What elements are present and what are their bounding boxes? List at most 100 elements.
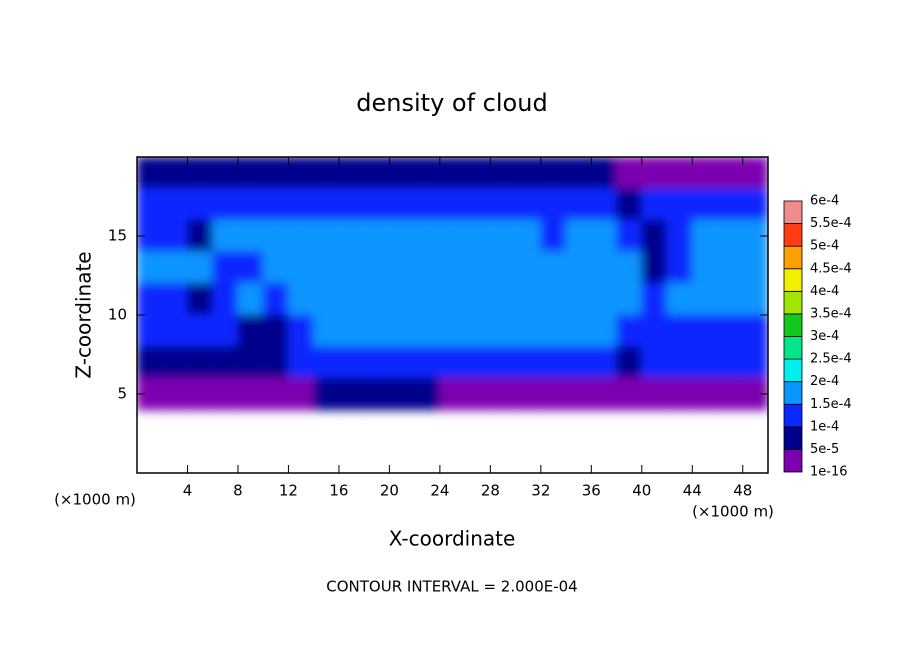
field-cell xyxy=(262,219,289,253)
field-cell xyxy=(439,377,466,411)
field-cell xyxy=(540,377,567,411)
field-cell xyxy=(388,157,416,190)
field-cell xyxy=(464,157,491,190)
field-cell xyxy=(666,188,693,221)
field-cell xyxy=(641,157,668,190)
field-cell xyxy=(590,282,618,316)
colorbar-box xyxy=(783,313,803,337)
field-cell xyxy=(590,314,618,348)
field-cell xyxy=(161,314,188,348)
field-cell xyxy=(137,157,163,190)
field-cell xyxy=(666,157,693,190)
field-cell xyxy=(590,346,618,379)
field-cell xyxy=(489,377,517,411)
field-cell xyxy=(717,251,744,284)
field-cell xyxy=(742,251,768,284)
colorbar-label: 3.5e-4 xyxy=(810,306,852,321)
field-cell xyxy=(515,346,542,379)
field-cell xyxy=(287,157,315,190)
field-cell xyxy=(338,282,365,316)
field-cell xyxy=(338,314,365,348)
colorbar-box xyxy=(783,200,803,224)
field-cell xyxy=(363,251,390,284)
x-tick-label: 20 xyxy=(380,482,399,500)
field-cell xyxy=(515,188,542,221)
colorbar-box xyxy=(783,290,803,315)
field-cell xyxy=(590,251,618,284)
colorbar-box xyxy=(783,358,803,383)
field-cell xyxy=(717,157,744,190)
field-cell xyxy=(186,251,214,284)
field-cell xyxy=(313,219,340,253)
field-cell xyxy=(262,251,289,284)
chart-title: density of cloud xyxy=(356,89,547,117)
field-cell xyxy=(212,188,239,221)
field-cell xyxy=(616,251,643,284)
field-cell xyxy=(262,188,289,221)
field-cell xyxy=(363,314,390,348)
field-cell xyxy=(313,188,340,221)
field-cell xyxy=(313,251,340,284)
field-cell xyxy=(414,188,441,221)
field-cell xyxy=(565,377,592,411)
field-cell xyxy=(641,282,668,316)
field-cell xyxy=(414,282,441,316)
x-tick-label: 36 xyxy=(582,482,601,500)
field-cell xyxy=(464,314,491,348)
x-tick-label: 48 xyxy=(733,482,752,500)
field-cell xyxy=(186,219,214,253)
field-cell xyxy=(691,251,719,284)
field-cell xyxy=(439,219,466,253)
field-cell xyxy=(287,346,315,379)
colorbar-label: 5e-4 xyxy=(810,239,839,254)
field-cell xyxy=(161,251,188,284)
field-cell xyxy=(489,219,517,253)
field-cell xyxy=(540,346,567,379)
field-cell xyxy=(262,157,289,190)
field-cell xyxy=(666,346,693,379)
field-cell xyxy=(565,314,592,348)
field-cell xyxy=(237,157,264,190)
field-cell xyxy=(742,282,768,316)
colorbar-label: 4e-4 xyxy=(810,284,839,299)
field-cell xyxy=(590,219,618,253)
field-cell xyxy=(338,377,365,411)
field-cell xyxy=(691,377,719,411)
field-cell xyxy=(388,251,416,284)
field-cell xyxy=(363,219,390,253)
field-cell xyxy=(439,188,466,221)
field-cell xyxy=(616,314,643,348)
field-cell xyxy=(212,314,239,348)
field-cell xyxy=(666,377,693,411)
field-cell xyxy=(515,377,542,411)
field-cell xyxy=(439,157,466,190)
colorbar-label: 3e-4 xyxy=(810,329,839,344)
field-cell xyxy=(439,251,466,284)
y-axis-label: Z-coordinate xyxy=(72,251,96,378)
field-cell xyxy=(186,346,214,379)
field-cell xyxy=(717,346,744,379)
field-cell xyxy=(464,251,491,284)
field-cell xyxy=(414,219,441,253)
x-tick-label: 12 xyxy=(279,482,298,500)
field-cell xyxy=(540,188,567,221)
colorbar-label: 1e-4 xyxy=(810,419,839,434)
field-cell xyxy=(515,219,542,253)
field-cell xyxy=(666,251,693,284)
field-cell xyxy=(414,346,441,379)
field-cell xyxy=(616,346,643,379)
field-cell xyxy=(137,346,163,379)
field-cell xyxy=(186,157,214,190)
field-cell xyxy=(439,314,466,348)
field-cell xyxy=(388,346,416,379)
field-cell xyxy=(515,314,542,348)
field-cell xyxy=(691,157,719,190)
field-cell xyxy=(338,188,365,221)
field-cell xyxy=(313,282,340,316)
field-cell xyxy=(515,157,542,190)
x-tick-label: 28 xyxy=(481,482,500,500)
field-cell xyxy=(388,377,416,411)
field-cell xyxy=(742,314,768,348)
field-cell xyxy=(338,219,365,253)
field-cell xyxy=(414,157,441,190)
